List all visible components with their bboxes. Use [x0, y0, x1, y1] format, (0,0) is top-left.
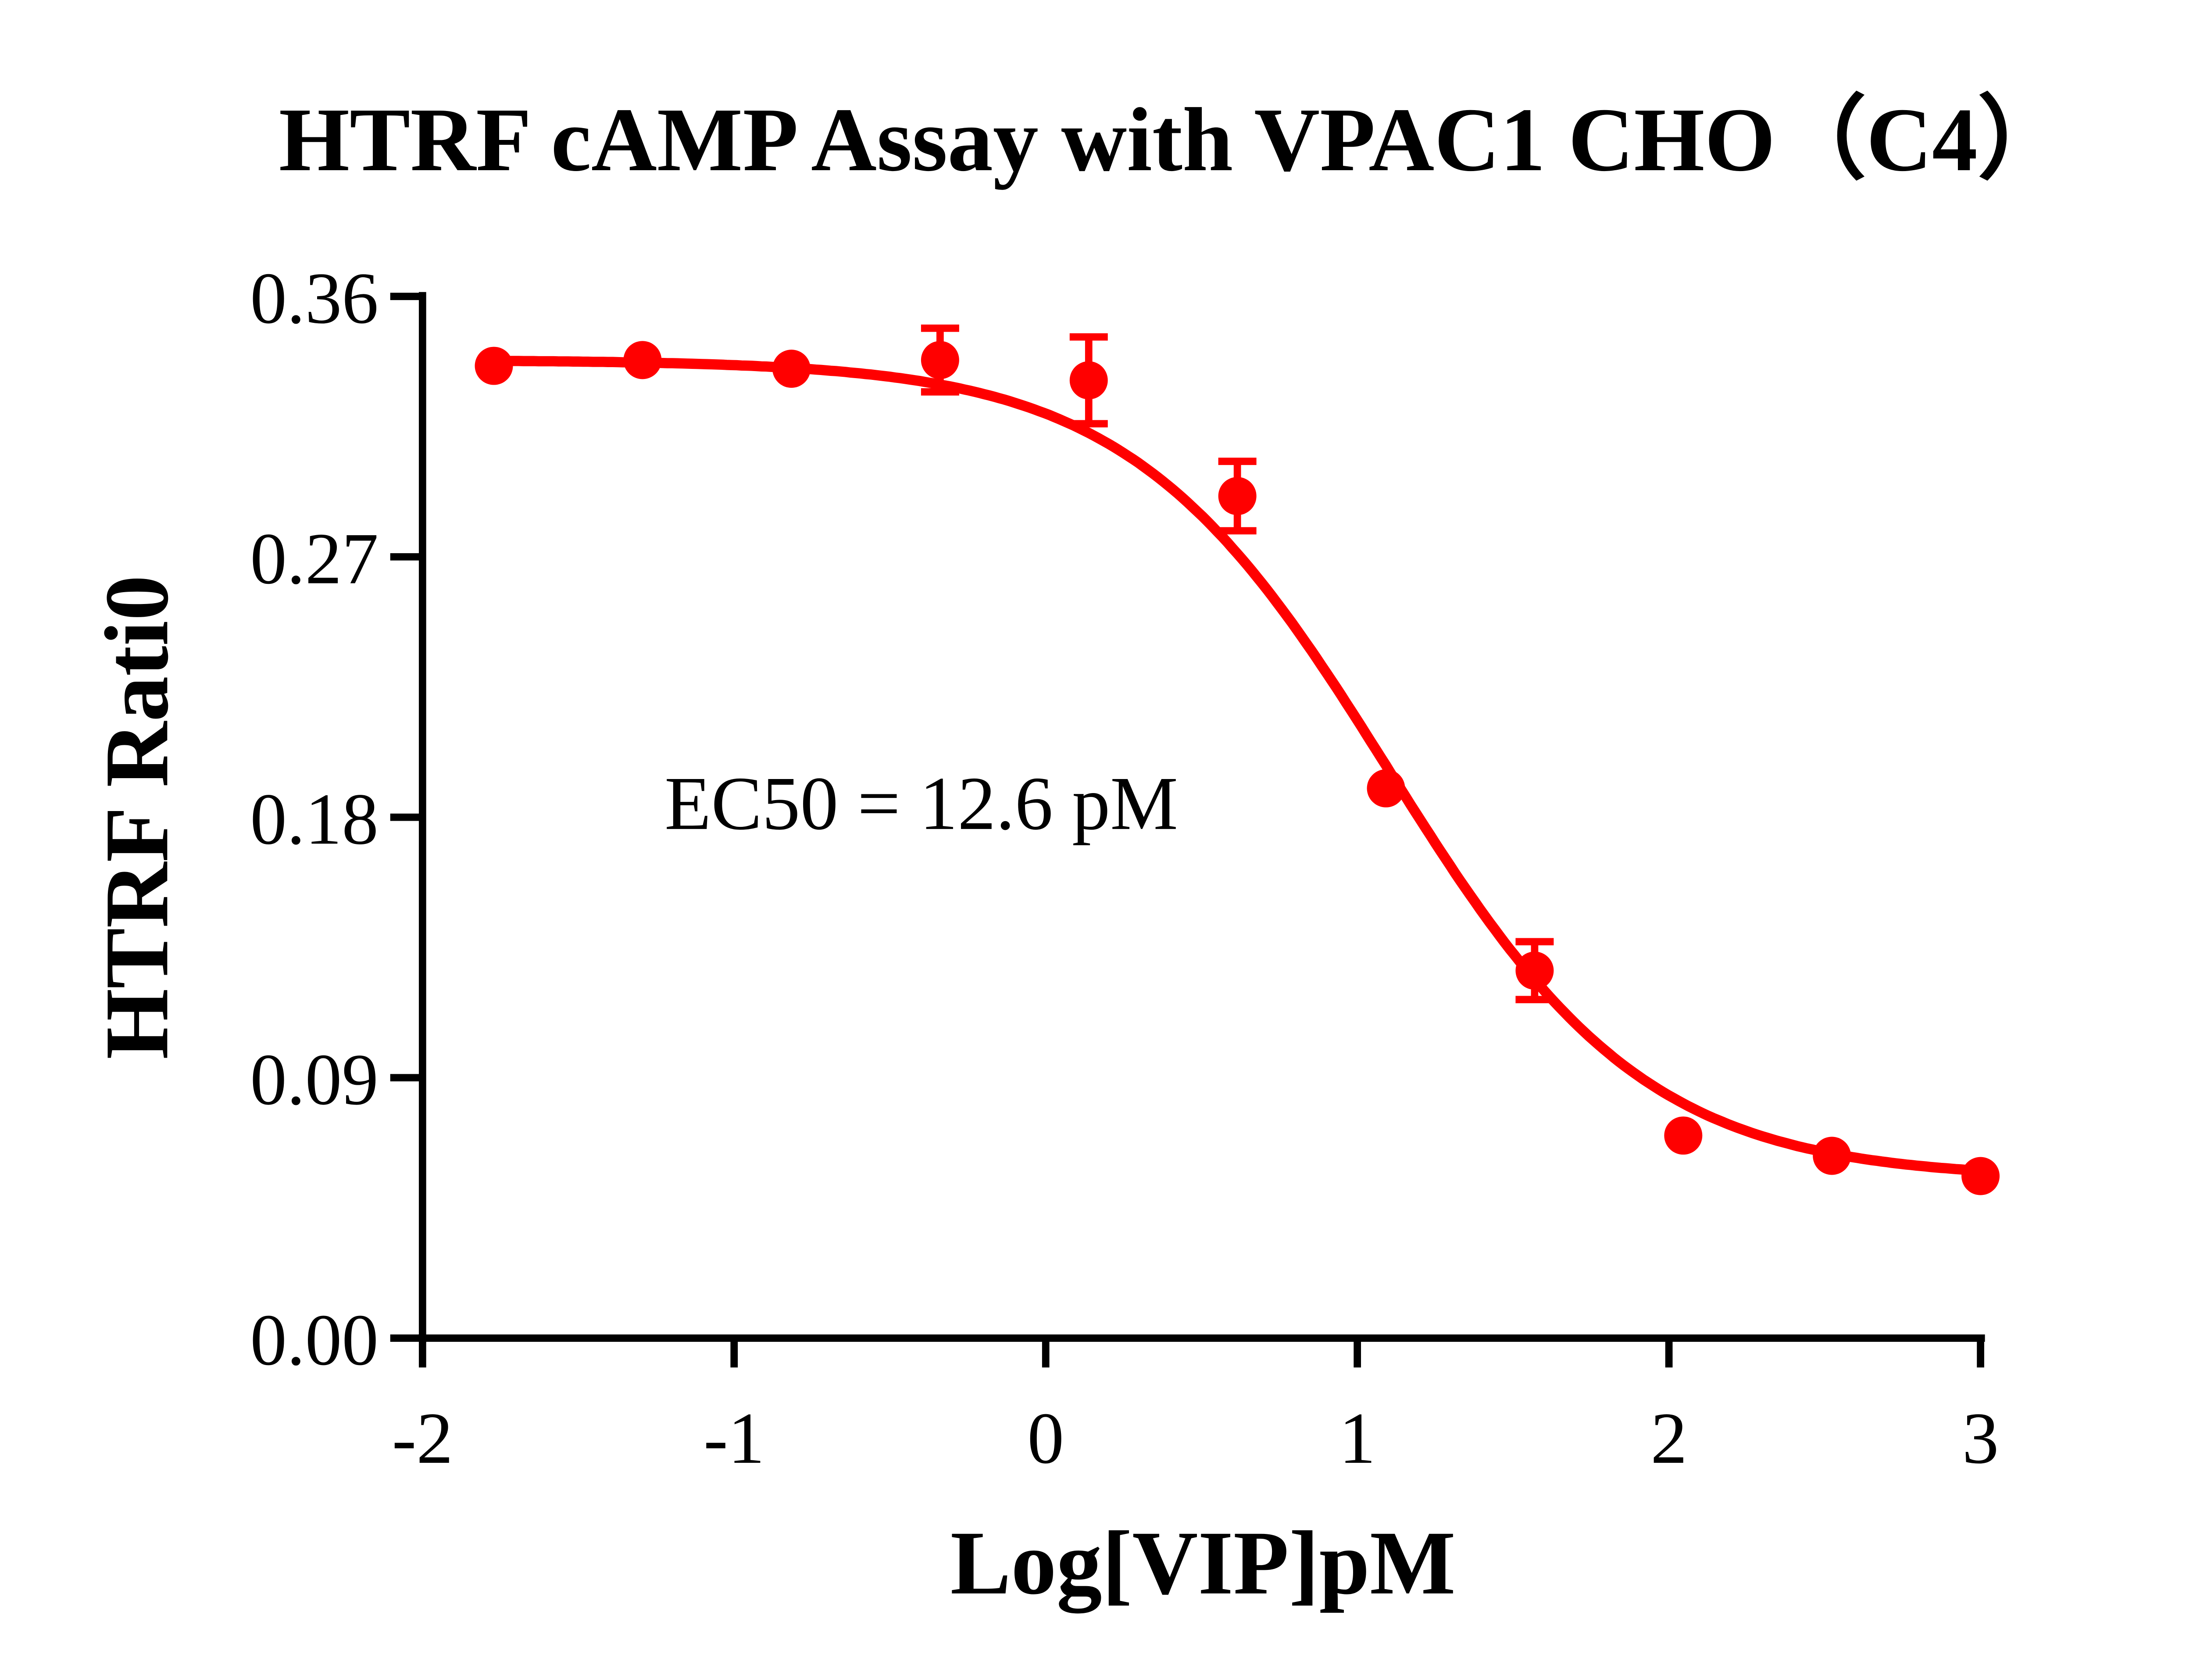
data-point — [1664, 1116, 1703, 1155]
axes: -2 -1 0 1 2 3 0.00 0.09 0.18 0.27 0.36 — [250, 258, 1999, 1479]
x-tick-label: 3 — [1962, 1398, 1999, 1479]
data-point — [1069, 361, 1108, 400]
data-point — [475, 347, 513, 385]
y-tick-label: 0.00 — [250, 1300, 379, 1381]
y-axis-label: HTRF Rati0 — [86, 575, 187, 1059]
x-tick-label: 0 — [1027, 1398, 1064, 1479]
ec50-annotation: EC50 = 12.6 pM — [664, 761, 1178, 846]
data-point — [772, 350, 811, 388]
x-tick-label: -2 — [392, 1398, 453, 1479]
fit-curve — [493, 355, 1981, 1176]
x-axis-label: Log[VIP]pM — [950, 1512, 1456, 1614]
data-point — [1961, 1157, 2000, 1195]
data-point — [921, 341, 959, 379]
data-point — [1515, 951, 1554, 990]
y-tick-label: 0.36 — [250, 258, 379, 339]
x-tick-label: 2 — [1650, 1398, 1687, 1479]
data-point — [623, 341, 662, 379]
x-tick-label: 1 — [1339, 1398, 1376, 1479]
data-point — [1367, 769, 1405, 808]
chart-title: HTRF cAMP Assay with VPAC1 CHO（C4） — [279, 89, 2068, 190]
x-tick-label: -1 — [704, 1398, 764, 1479]
data-point — [1813, 1137, 1851, 1175]
y-tick-label: 0.27 — [250, 518, 379, 600]
data-marks — [475, 324, 2000, 1195]
y-tick-label: 0.09 — [250, 1039, 379, 1120]
data-point — [1218, 477, 1257, 515]
y-tick-label: 0.18 — [250, 779, 379, 860]
